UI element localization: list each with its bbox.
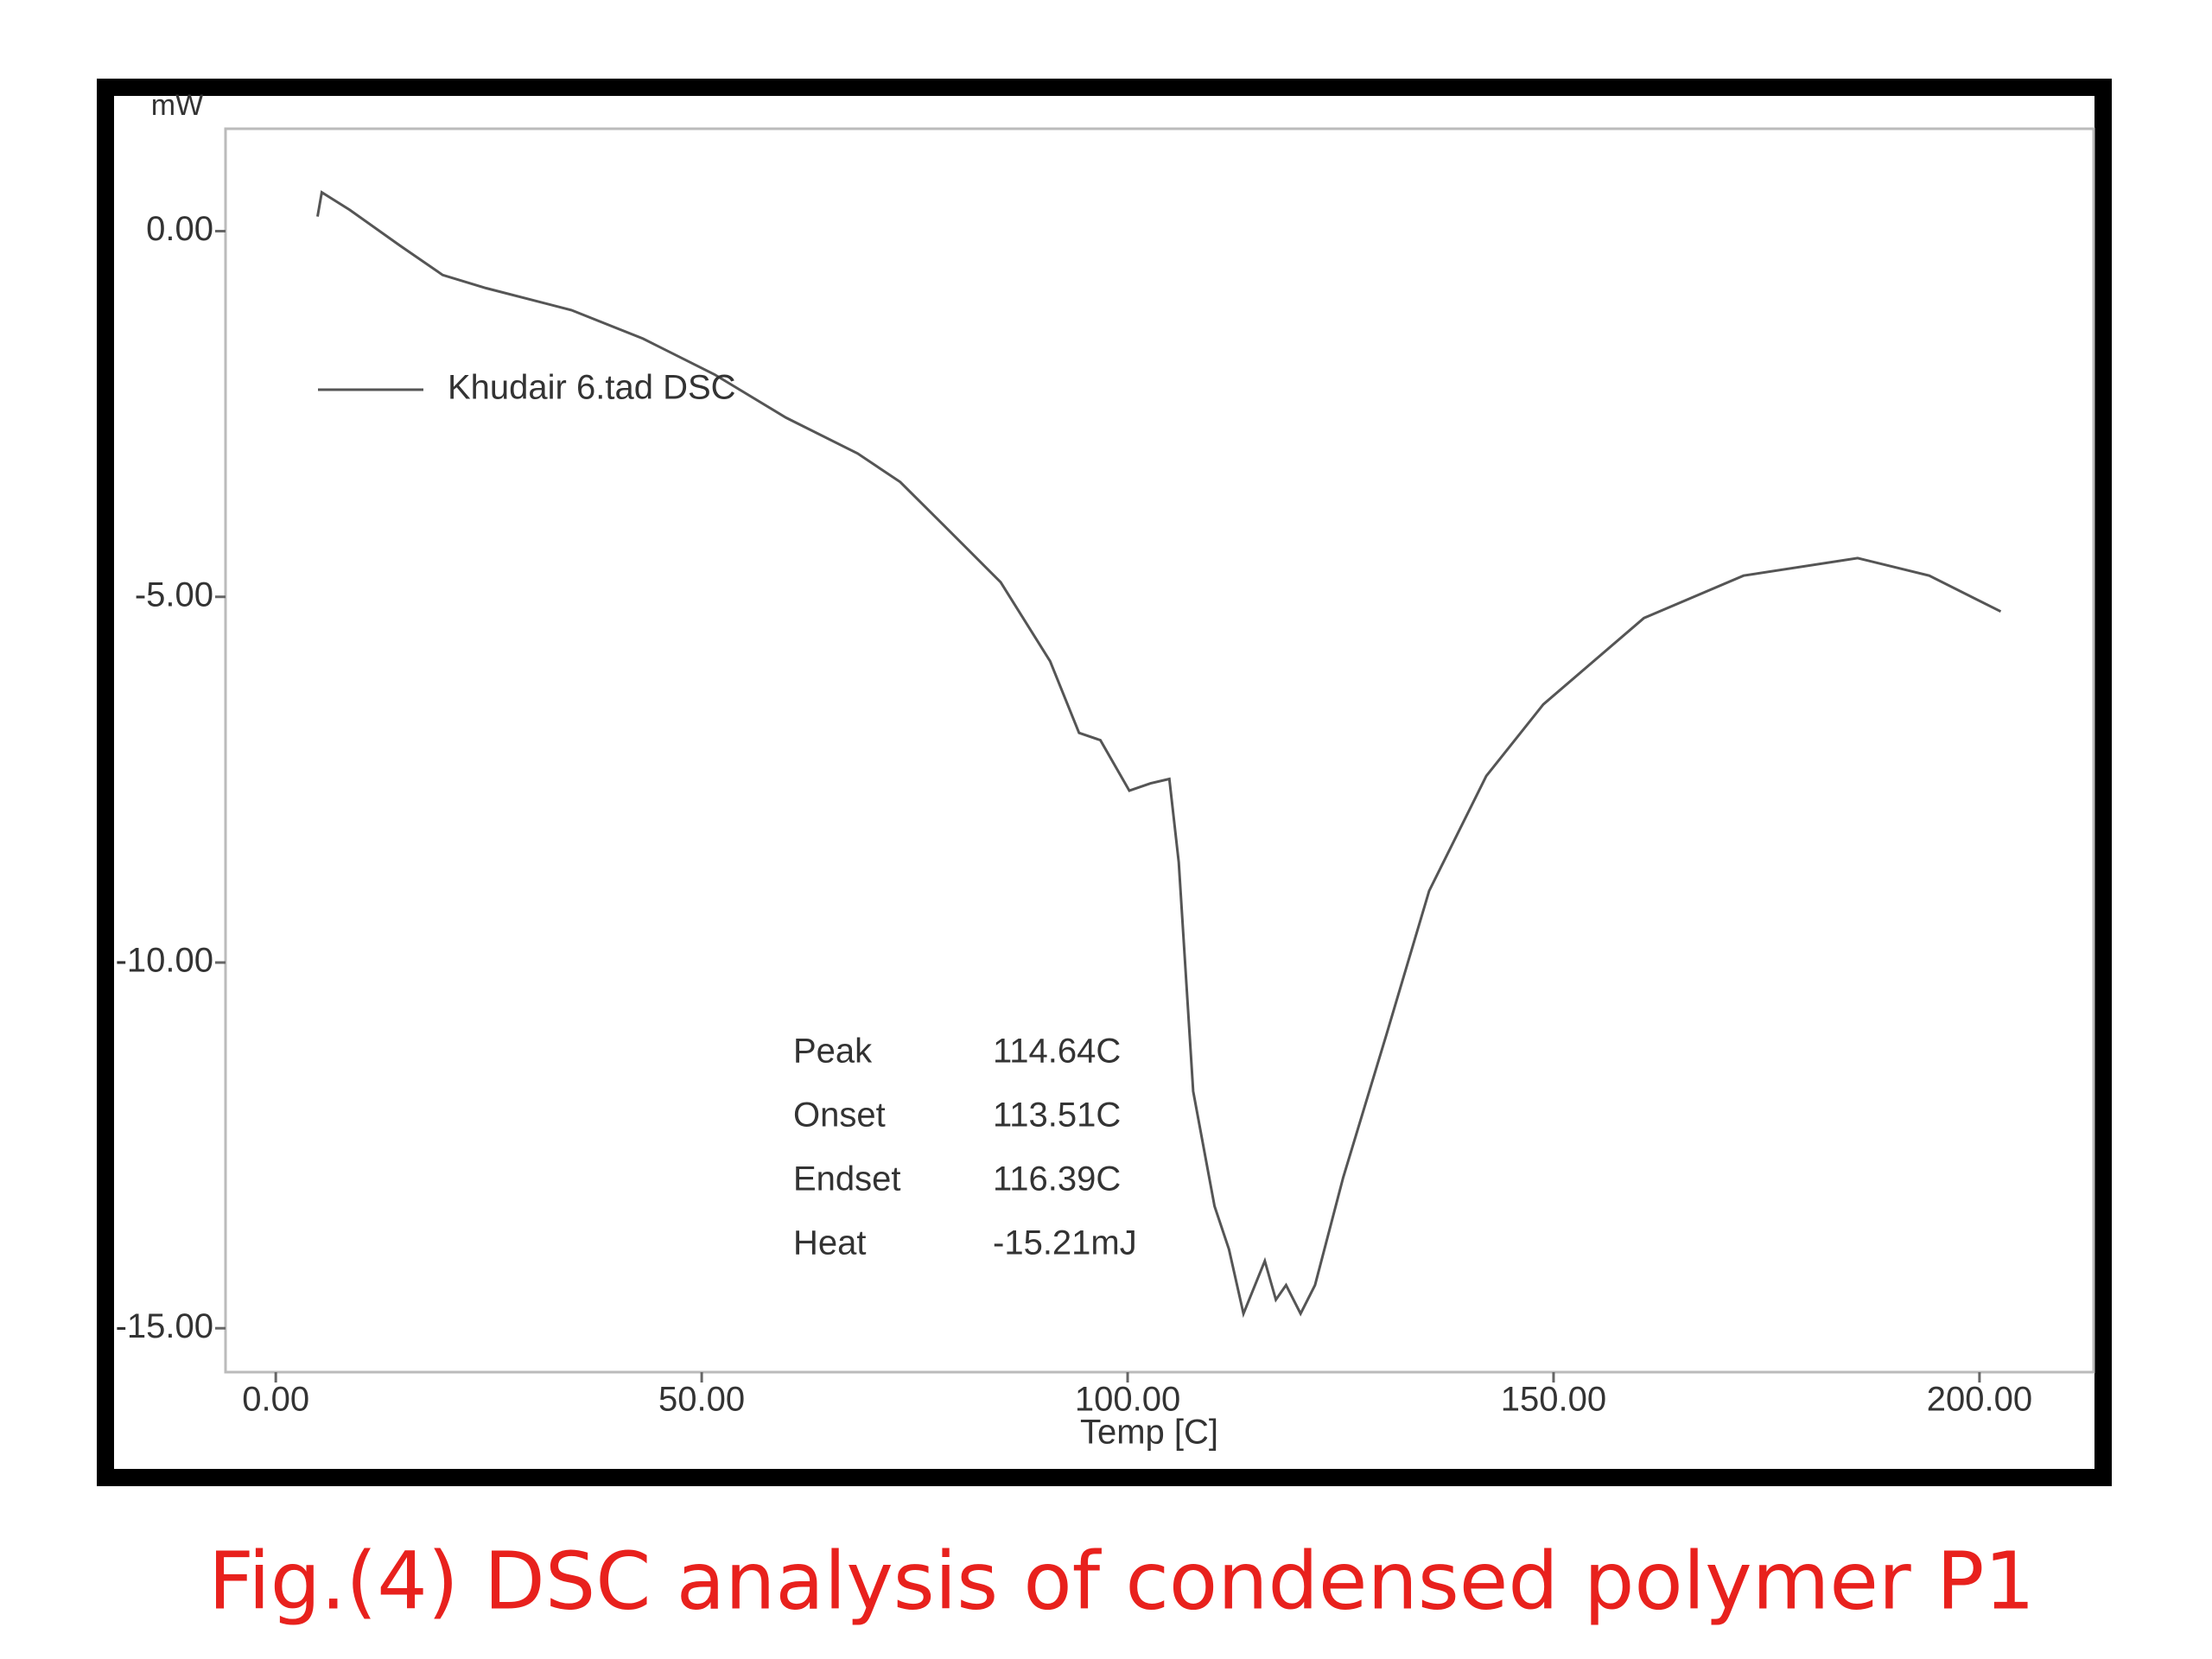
frame bbox=[97, 79, 2112, 1486]
annotation-label: Onset bbox=[793, 1096, 886, 1135]
annotation-value: 113.51C bbox=[993, 1096, 1121, 1135]
y-tick-label: -15.00 bbox=[116, 1307, 213, 1345]
x-tick-label: 100.00 bbox=[1075, 1381, 1180, 1419]
annotation-label: Peak bbox=[793, 1033, 873, 1071]
annotation-value: 114.64C bbox=[993, 1033, 1121, 1071]
plot-area bbox=[224, 127, 2095, 1374]
annotation-label: Heat bbox=[793, 1224, 867, 1262]
x-tick-label: 200.00 bbox=[1927, 1381, 2032, 1419]
legend-label: Khudair 6.tad DSC bbox=[448, 369, 736, 407]
y-tick-label: -10.00 bbox=[116, 942, 213, 980]
annotation-label: Endset bbox=[793, 1160, 901, 1198]
y-tick-label: 0.00 bbox=[146, 210, 213, 248]
x-tick-label: 50.00 bbox=[658, 1381, 745, 1419]
data-line bbox=[316, 190, 2002, 1319]
x-axis-label: Temp [C] bbox=[1080, 1414, 1218, 1452]
caption: Fig.(4) DSC analysis of condensed polyme… bbox=[208, 1535, 2035, 1627]
x-tick-label: 150.00 bbox=[1501, 1381, 1606, 1419]
x-tick-label: 0.00 bbox=[242, 1381, 309, 1419]
annotation-value: -15.21mJ bbox=[993, 1224, 1137, 1262]
annotation-value: 116.39C bbox=[993, 1160, 1121, 1198]
y-tick-label: -5.00 bbox=[135, 575, 213, 613]
y-axis-label: mW bbox=[151, 89, 203, 122]
